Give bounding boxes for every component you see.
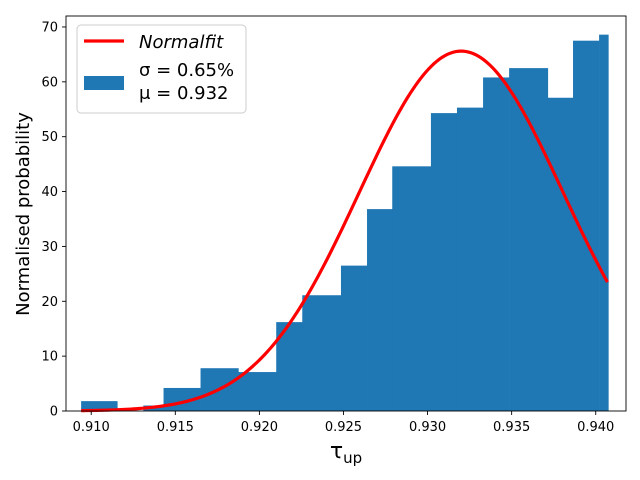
y-tick-label: 40 [41, 185, 58, 200]
legend-fit-label: Normalfit [139, 32, 224, 53]
plot-frame [65, 15, 627, 412]
histogram-bar [302, 295, 342, 411]
x-axis-label-main: τ [330, 439, 343, 464]
histogram-bar [81, 401, 118, 411]
y-tick-label: 50 [41, 130, 58, 145]
y-tick-label: 60 [41, 75, 58, 90]
histogram-bar [483, 77, 510, 411]
legend-histogram-patch [84, 76, 124, 90]
y-axis-ticks: 0 10 20 30 40 50 60 70 [41, 20, 66, 420]
histogram-bar [430, 113, 458, 412]
x-tick-label: 0.920 [241, 420, 278, 435]
x-axis-label: τup [330, 439, 362, 467]
histogram-bar [340, 265, 368, 411]
histogram-bar [573, 40, 600, 411]
histogram-bar [238, 372, 277, 411]
x-tick-label: 0.910 [73, 420, 110, 435]
y-tick-label: 30 [41, 240, 58, 255]
x-axis-ticks: 0.910 0.915 0.920 0.925 0.930 0.935 0.940 [73, 411, 614, 435]
x-axis-label-sub: up [343, 449, 362, 467]
x-tick-label: 0.940 [577, 420, 614, 435]
y-tick-label: 0 [50, 405, 58, 420]
x-tick-label: 0.935 [493, 420, 530, 435]
normal-fit-curve [81, 49, 609, 413]
legend-mu-label: μ = 0.932 [139, 83, 229, 104]
histogram-bar [456, 107, 484, 412]
histogram-bar [367, 209, 393, 411]
legend-box [76, 24, 247, 114]
legend-sigma-label: σ = 0.65% [139, 60, 234, 81]
y-axis-label: Normalised probability [13, 112, 34, 316]
histogram-bar [509, 68, 549, 412]
x-tick-label: 0.925 [325, 420, 362, 435]
y-tick-label: 70 [41, 20, 58, 35]
x-tick-label: 0.915 [157, 420, 194, 435]
y-tick-label: 10 [41, 350, 58, 365]
histogram-bar [547, 97, 574, 412]
x-tick-label: 0.930 [409, 420, 446, 435]
histogram-bar [392, 166, 432, 411]
legend: Normalfit σ = 0.65% μ = 0.932 [76, 24, 247, 114]
y-tick-label: 20 [41, 295, 58, 310]
histogram-bar [599, 34, 609, 412]
